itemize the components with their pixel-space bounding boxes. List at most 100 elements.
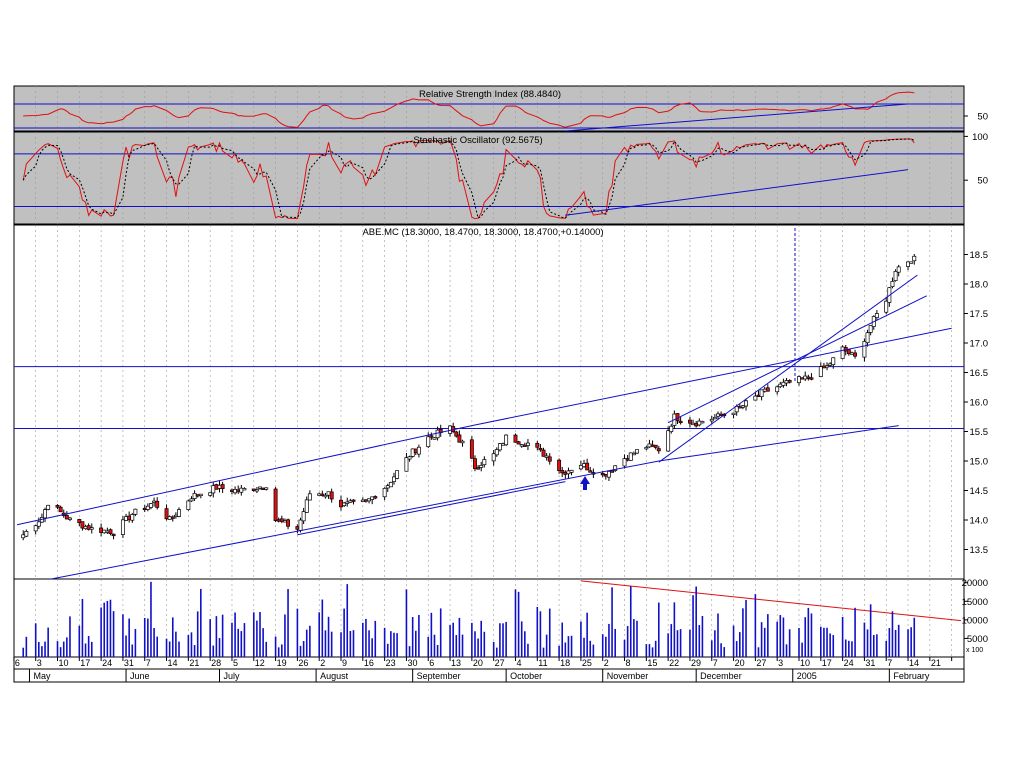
candle-body xyxy=(21,534,26,539)
candle-body xyxy=(460,440,465,444)
candle-body xyxy=(348,500,353,503)
candle-body xyxy=(198,493,203,496)
day-label: 10 xyxy=(800,658,810,668)
candle-body xyxy=(77,519,82,524)
candle-body xyxy=(497,443,502,451)
candle-body xyxy=(164,508,169,520)
stochastic-tick-label: 50 xyxy=(977,176,988,187)
candle-body xyxy=(254,489,259,492)
candle-body xyxy=(563,471,568,475)
volume-bars xyxy=(22,581,916,657)
day-label: 2 xyxy=(604,658,609,668)
candle-body xyxy=(239,487,244,493)
candle-body xyxy=(896,266,901,273)
day-label: 27 xyxy=(756,658,766,668)
candle-body xyxy=(516,441,521,445)
candle-body xyxy=(195,494,200,497)
day-label: 24 xyxy=(102,658,112,668)
volume-tick-label: 10000 xyxy=(962,615,988,626)
candle-body xyxy=(43,509,47,519)
date-axis: 6 3 10 17 24 31 7 14 21 28 5 12 19 26 2 9 16 23 30 6 13 20 27 4… xyxy=(13,657,964,682)
price-tick-label: 18.5 xyxy=(970,250,989,261)
candle-body xyxy=(407,456,412,460)
candle-body xyxy=(83,525,88,530)
candle-body xyxy=(152,500,157,503)
candle-body xyxy=(775,386,780,393)
candle-body xyxy=(127,515,132,521)
day-label: 24 xyxy=(844,658,854,668)
day-label: 22 xyxy=(669,658,679,668)
candle-body xyxy=(142,507,147,511)
day-label: 13 xyxy=(451,658,461,668)
day-label: 14 xyxy=(909,658,919,668)
candle-body xyxy=(345,501,350,504)
day-label: 14 xyxy=(168,658,178,668)
rsi-trendline xyxy=(565,103,909,132)
price-tick-label: 15.0 xyxy=(970,457,989,468)
month-label: November xyxy=(607,671,649,681)
candle-body xyxy=(457,434,462,443)
candle-body xyxy=(653,444,658,448)
candle-body xyxy=(865,332,870,344)
candle-body xyxy=(149,503,153,508)
price-tick-label: 15.5 xyxy=(970,427,989,438)
candle-body xyxy=(233,488,238,494)
candle-body xyxy=(410,448,415,457)
day-label: 20 xyxy=(473,658,483,668)
candle-body xyxy=(261,487,266,491)
candle-body xyxy=(853,352,858,357)
price-tick-label: 16.0 xyxy=(970,398,989,409)
candle-body xyxy=(803,375,808,380)
price-tick-label: 13.5 xyxy=(970,545,989,556)
candle-body xyxy=(329,491,334,500)
candle-body xyxy=(230,489,234,492)
stochastic-tick-label: 100 xyxy=(972,132,988,143)
month-label: July xyxy=(224,671,241,681)
price-title: ABE.MC (18.3000, 18.4700, 18.3000, 18.47… xyxy=(362,227,603,238)
candle-body xyxy=(694,423,699,427)
candle-body xyxy=(691,422,696,426)
candle-body xyxy=(538,447,543,451)
candle-body xyxy=(868,325,873,333)
candle-body xyxy=(282,520,287,523)
price-panel xyxy=(13,224,965,580)
candle-body xyxy=(214,484,219,490)
day-label: 7 xyxy=(713,658,718,668)
day-label: 29 xyxy=(691,658,701,668)
candle-body xyxy=(46,504,51,510)
day-label: 5 xyxy=(233,658,238,668)
candle-body xyxy=(105,530,110,533)
candle-body xyxy=(33,525,38,532)
day-label: 9 xyxy=(342,658,347,668)
candle-body xyxy=(688,419,692,424)
candle-body xyxy=(363,499,368,502)
candle-body xyxy=(700,421,705,424)
candle-body xyxy=(644,447,649,450)
candle-body xyxy=(603,474,608,477)
candle-body xyxy=(276,519,281,522)
candle-body xyxy=(874,313,879,318)
candle-body xyxy=(469,439,474,459)
candle-body xyxy=(392,476,396,483)
candle-body xyxy=(108,529,113,535)
candle-body xyxy=(173,514,178,518)
rsi-line xyxy=(23,91,915,128)
rsi-tick-label: 50 xyxy=(977,112,988,123)
steep-lower-trendline xyxy=(658,274,918,463)
candle-body xyxy=(177,509,181,517)
candle-body xyxy=(320,493,325,496)
volume-tick-label: 5000 xyxy=(967,634,988,645)
candle-body xyxy=(544,455,549,458)
secondary-support-trendline xyxy=(658,425,899,462)
day-label: 31 xyxy=(124,658,134,668)
candle-body xyxy=(208,492,213,496)
candle-body xyxy=(578,465,583,470)
candle-body xyxy=(825,365,829,368)
channel-lower-trendline xyxy=(51,460,659,580)
candle-body xyxy=(719,413,724,416)
candle-body xyxy=(192,493,197,499)
candle-body xyxy=(893,271,898,281)
day-label: 6 xyxy=(15,658,20,668)
